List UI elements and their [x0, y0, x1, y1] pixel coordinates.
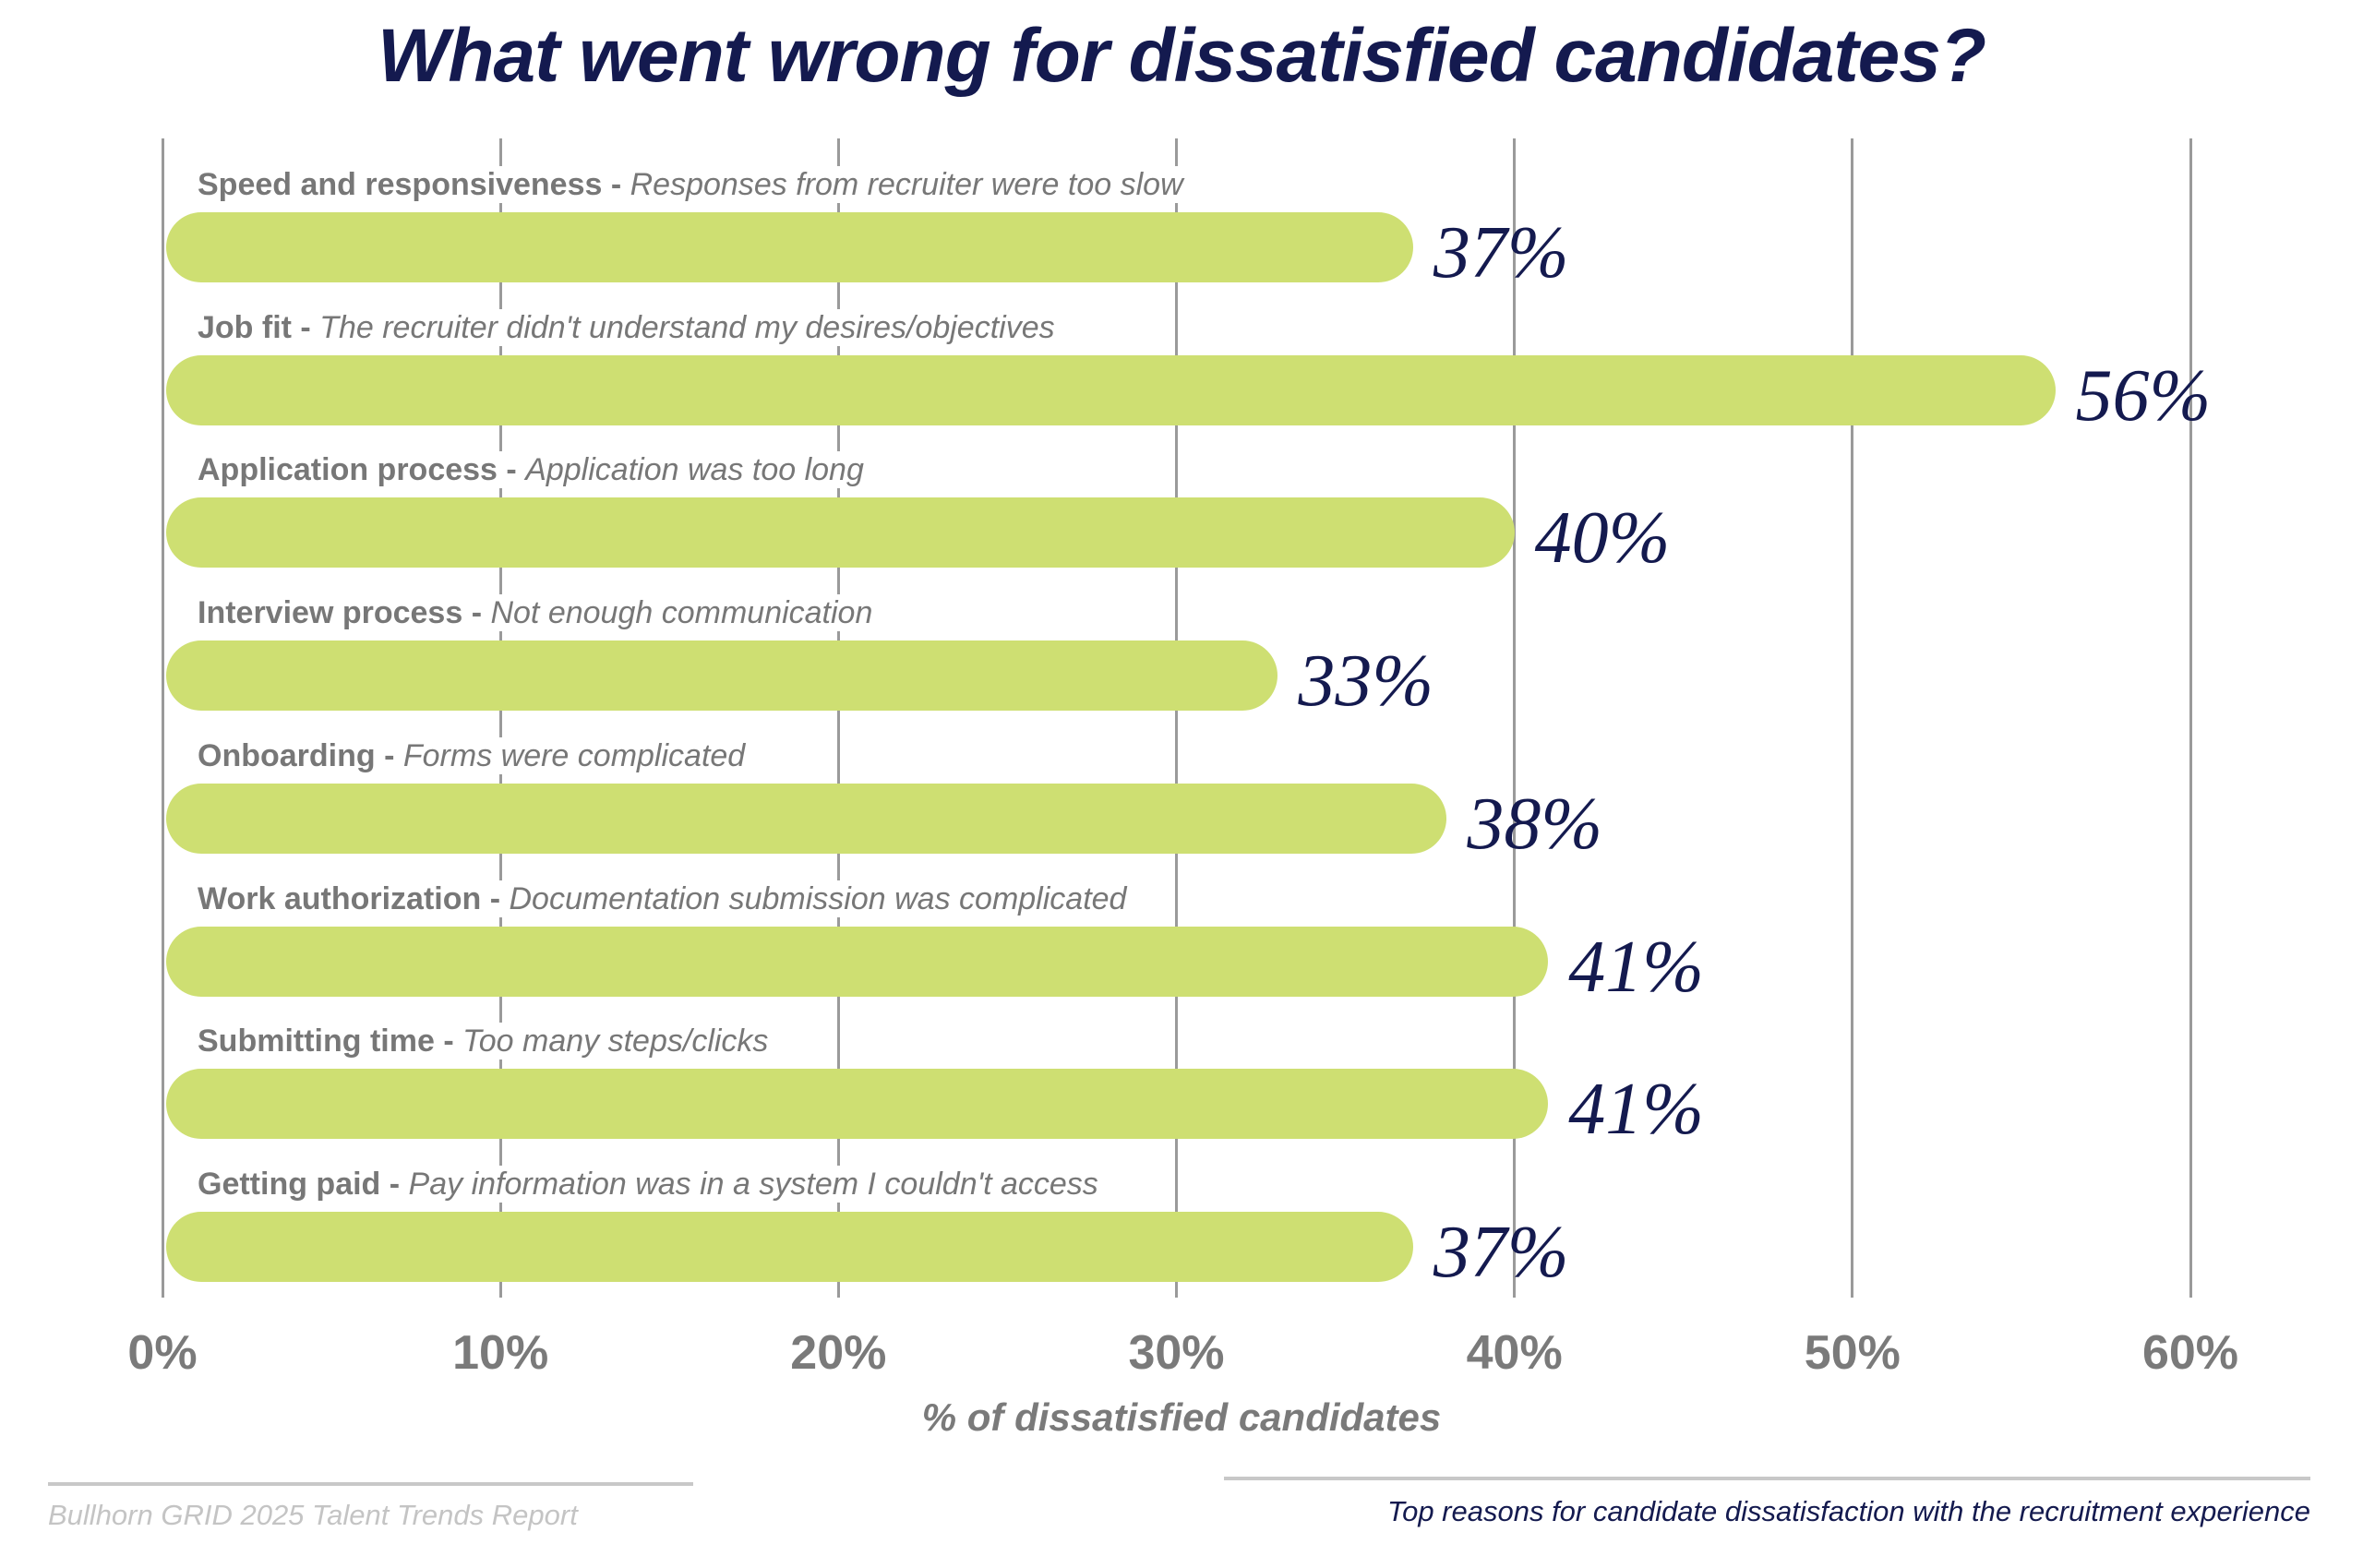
data-label: 33%	[1298, 640, 1433, 723]
category-name: Submitting time	[198, 1023, 435, 1059]
bar	[166, 1211, 1413, 1282]
category-detail: Pay information was in a system I couldn…	[408, 1166, 1098, 1202]
category-label: Work authorization - Documentation submi…	[198, 880, 1131, 917]
category-label: Interview process - Not enough communica…	[198, 594, 877, 632]
footer-divider-left	[48, 1482, 693, 1486]
separator: -	[462, 595, 491, 631]
gridline	[1851, 138, 1854, 1298]
x-axis-label: % of dissatisfied candidates	[921, 1395, 1442, 1439]
separator: -	[602, 167, 630, 202]
category-name: Speed and responsiveness	[198, 167, 603, 202]
x-tick-label: 40%	[1466, 1326, 1563, 1380]
data-label: 37%	[1433, 1211, 1569, 1293]
data-label: 41%	[1568, 926, 1704, 1008]
bar	[166, 1069, 1549, 1140]
bar	[166, 926, 1549, 997]
category-detail: Forms were complicated	[402, 737, 746, 773]
category-label: Job fit - The recruiter didn't understan…	[198, 308, 1059, 346]
separator: -	[497, 452, 526, 488]
gridline	[1175, 138, 1178, 1298]
category-detail: Too many steps/clicks	[462, 1023, 769, 1059]
category-label: Getting paid - Pay information was in a …	[198, 1165, 1102, 1203]
category-label: Application process - Application was to…	[198, 451, 868, 489]
category-detail: Not enough communication	[490, 595, 873, 631]
x-tick-label: 20%	[790, 1326, 887, 1380]
category-name: Application process	[198, 452, 498, 488]
category-detail: Documentation submission was complicated	[509, 880, 1127, 916]
bar	[166, 783, 1447, 854]
category-name: Getting paid	[198, 1166, 381, 1202]
data-label: 38%	[1467, 783, 1603, 865]
bar	[166, 640, 1278, 712]
data-label: 56%	[2075, 354, 2212, 437]
category-label: Submitting time - Too many steps/clicks	[198, 1023, 773, 1060]
gridline	[161, 138, 164, 1298]
separator: -	[375, 737, 403, 773]
data-label: 37%	[1433, 212, 1569, 293]
gridline	[1513, 138, 1517, 1298]
category-name: Job fit	[198, 309, 292, 345]
separator: -	[380, 1166, 409, 1202]
category-detail: Responses from recruiter were too slow	[630, 167, 1183, 202]
category-detail: The recruiter didn't understand my desir…	[319, 309, 1055, 345]
x-tick-label: 10%	[452, 1326, 549, 1380]
footer-divider-right	[1224, 1477, 2310, 1480]
category-detail: Application was too long	[525, 452, 864, 488]
category-name: Onboarding	[198, 737, 376, 773]
x-tick-label: 0%	[127, 1326, 198, 1380]
separator: -	[481, 880, 510, 916]
chart-caption: Top reasons for candidate dissatisfactio…	[1386, 1495, 2310, 1527]
source-note: Bullhorn GRID 2025 Talent Trends Report	[48, 1499, 578, 1531]
category-label: Onboarding - Forms were complicated	[198, 736, 750, 774]
bar	[166, 212, 1413, 282]
gridline	[498, 138, 502, 1298]
x-tick-label: 30%	[1128, 1326, 1225, 1380]
gridline	[836, 138, 840, 1298]
separator: -	[434, 1023, 463, 1059]
data-label: 40%	[1534, 497, 1671, 580]
x-tick-label: 50%	[1804, 1326, 1901, 1380]
x-tick-label: 60%	[2141, 1326, 2239, 1380]
category-name: Work authorization	[198, 880, 482, 916]
separator: -	[291, 309, 320, 345]
chart-title: What went wrong for dissatisfied candida…	[378, 14, 1986, 98]
bar	[166, 354, 2056, 425]
bar	[166, 497, 1515, 569]
data-label: 41%	[1568, 1069, 1704, 1151]
category-label: Speed and responsiveness - Responses fro…	[198, 166, 1187, 203]
category-name: Interview process	[198, 595, 463, 631]
gridline	[2189, 138, 2192, 1298]
